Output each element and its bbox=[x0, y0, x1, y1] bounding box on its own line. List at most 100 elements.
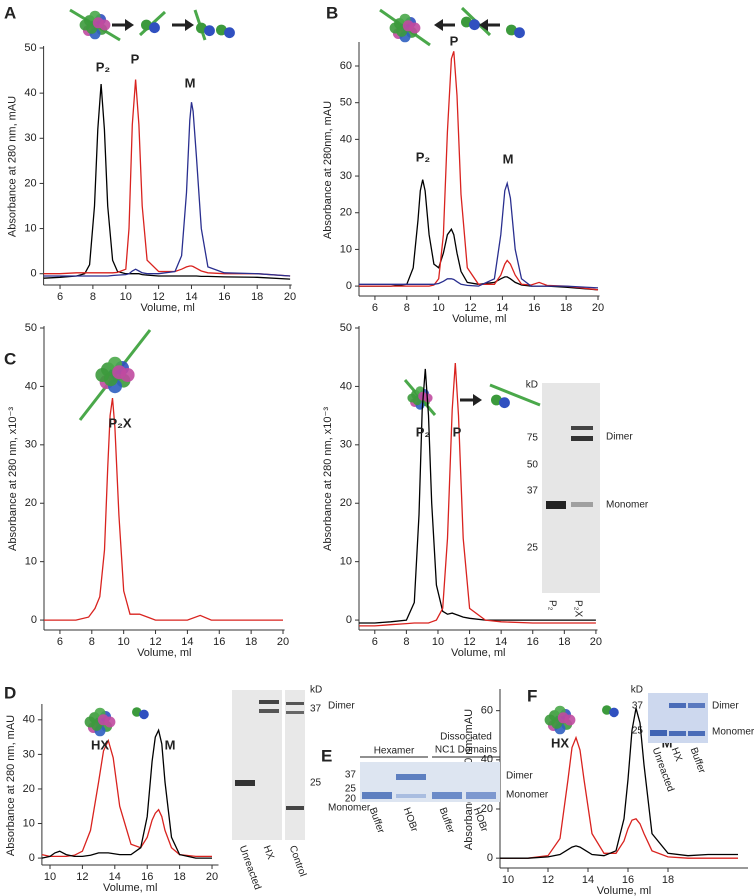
trace bbox=[41, 738, 212, 858]
gel-label: HOBr bbox=[401, 806, 420, 834]
x-tick-label: 18 bbox=[558, 636, 570, 648]
gel-label: Control bbox=[287, 844, 308, 878]
peak-label: P bbox=[131, 51, 140, 66]
gel-label: 20 bbox=[345, 794, 357, 805]
arrow-head bbox=[473, 394, 482, 406]
y-tick-label: 10 bbox=[340, 556, 352, 568]
y-tick-label: 20 bbox=[481, 803, 493, 815]
x-tick-label: 12 bbox=[542, 874, 554, 886]
gel-label: kD bbox=[631, 685, 643, 696]
y-tick-label: 0 bbox=[29, 852, 35, 864]
y-tick-label: 40 bbox=[25, 380, 37, 392]
protein-icon bbox=[557, 712, 569, 724]
y-tick-label: 0 bbox=[487, 852, 493, 864]
gel-label: 37 bbox=[345, 770, 357, 781]
x-tick-label: 16 bbox=[141, 871, 153, 883]
trace bbox=[359, 179, 599, 291]
trace bbox=[359, 180, 599, 289]
y-tick-label: 30 bbox=[25, 439, 37, 451]
x-tick-label: 8 bbox=[403, 636, 409, 648]
y-tick-label: 40 bbox=[23, 714, 35, 726]
y-tick-label: 30 bbox=[340, 170, 352, 182]
gel-band bbox=[571, 502, 593, 507]
x-tick-label: 12 bbox=[463, 636, 475, 648]
x-tick-label: 16 bbox=[622, 874, 634, 886]
gel-band bbox=[688, 703, 705, 708]
gel-label: kD bbox=[526, 380, 538, 391]
protein-icon bbox=[491, 394, 502, 406]
y-tick-label: 40 bbox=[24, 87, 36, 99]
gel-band bbox=[688, 731, 705, 736]
gel-background bbox=[542, 383, 600, 593]
x-tick-label: 20 bbox=[284, 291, 296, 303]
trace bbox=[359, 51, 599, 291]
y-tick-label: 20 bbox=[340, 207, 352, 219]
gel-label: Buffer bbox=[367, 806, 387, 835]
x-tick-label: 6 bbox=[57, 636, 63, 648]
x-tick-label: 10 bbox=[502, 874, 514, 886]
x-tick-label: 12 bbox=[76, 871, 88, 883]
x-tick-label: 6 bbox=[57, 291, 63, 303]
gel-label: NC1 Domains bbox=[435, 745, 497, 756]
gel-label: Dimer bbox=[606, 432, 633, 443]
peak-label: P₂ bbox=[96, 59, 111, 74]
x-tick-label: 18 bbox=[173, 871, 185, 883]
x-tick-label: 6 bbox=[372, 302, 378, 314]
panel-label: D bbox=[4, 683, 16, 702]
y-tick-label: 40 bbox=[340, 133, 352, 145]
x-tick-label: 12 bbox=[152, 291, 164, 303]
x-axis-label: Volume, ml bbox=[451, 647, 505, 659]
peak-label: P₂X bbox=[108, 415, 131, 430]
x-tick-label: 12 bbox=[464, 302, 476, 314]
peak-label: M bbox=[165, 737, 176, 752]
gel-band bbox=[286, 806, 304, 810]
gel-label: 25 bbox=[310, 778, 322, 789]
x-tick-label: 10 bbox=[120, 291, 132, 303]
x-tick-label: 14 bbox=[109, 871, 121, 883]
x-tick-label: 16 bbox=[528, 302, 540, 314]
gel-band bbox=[546, 501, 566, 509]
y-axis-label: Absorbance at 280nm, mAU bbox=[322, 101, 334, 239]
x-tick-label: 20 bbox=[592, 302, 604, 314]
x-axis-label: Volume, ml bbox=[140, 302, 194, 314]
x-tick-label: 10 bbox=[432, 636, 444, 648]
protein-icon bbox=[112, 365, 127, 380]
trace bbox=[500, 708, 738, 859]
gel-band bbox=[286, 711, 304, 714]
x-tick-label: 14 bbox=[582, 874, 594, 886]
gel-label: Monomer bbox=[328, 803, 371, 814]
y-tick-label: 20 bbox=[24, 177, 36, 189]
y-tick-label: 0 bbox=[346, 280, 352, 292]
protein-icon bbox=[461, 16, 472, 28]
x-tick-label: 18 bbox=[560, 302, 572, 314]
protein-icon bbox=[224, 27, 235, 39]
gel-band bbox=[286, 702, 304, 705]
y-tick-label: 0 bbox=[30, 268, 36, 280]
trace bbox=[41, 728, 212, 859]
protein-icon bbox=[92, 17, 104, 29]
peak-label: P bbox=[453, 424, 462, 439]
trace bbox=[44, 398, 283, 621]
gel-label: Monomer bbox=[606, 500, 649, 511]
peak-label: HX bbox=[91, 737, 109, 752]
gel-label: Buffer bbox=[688, 746, 708, 775]
gel-band bbox=[362, 792, 392, 799]
panel-label: F bbox=[527, 686, 537, 705]
x-tick-label: 12 bbox=[149, 636, 161, 648]
gel-label: 37 bbox=[632, 701, 644, 712]
gel-band bbox=[235, 780, 255, 786]
y-tick-label: 60 bbox=[340, 60, 352, 72]
y-tick-label: 10 bbox=[25, 556, 37, 568]
y-axis-label: Absorbance at 280 nm, mAU bbox=[7, 96, 19, 237]
protein-icon bbox=[514, 27, 525, 39]
y-tick-label: 50 bbox=[340, 322, 352, 334]
y-tick-label: 0 bbox=[31, 614, 37, 626]
protein-icon bbox=[149, 22, 160, 34]
gel-label: Dimer bbox=[506, 771, 533, 782]
panel-label: C bbox=[4, 349, 16, 368]
gel-label: 25 bbox=[632, 726, 644, 737]
protein-icon bbox=[469, 19, 480, 31]
protein-icon bbox=[204, 25, 215, 37]
gel-band bbox=[571, 426, 593, 430]
